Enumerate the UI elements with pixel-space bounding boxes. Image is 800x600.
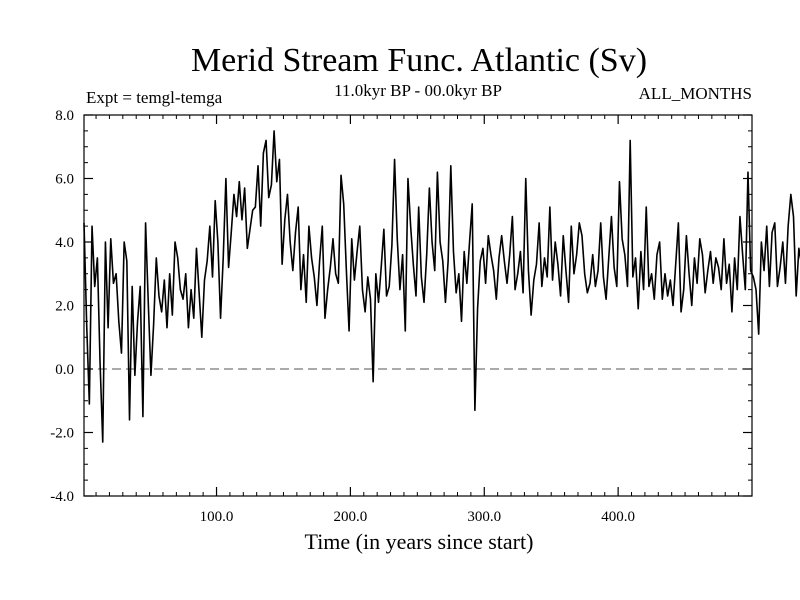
x-tick-label: 100.0: [200, 509, 234, 525]
chart-subtitle-left: Expt = temgl-temga: [86, 88, 223, 107]
series-line-0: [83, 130, 800, 443]
chart-title: Merid Stream Func. Atlantic (Sv): [191, 42, 647, 79]
chart-subtitle-center: 11.0kyr BP - 00.0kyr BP: [334, 81, 502, 100]
chart-subtitle-right: ALL_MONTHS: [639, 84, 752, 103]
plot-frame: [83, 114, 753, 497]
x-tick-label: 300.0: [467, 509, 501, 525]
y-tick-label: 6.0: [55, 172, 74, 188]
x-axis-label: Time (in years since start): [305, 529, 534, 554]
y-tick-label: -4.0: [50, 489, 74, 505]
y-tick-label: 2.0: [55, 299, 74, 315]
y-tick-label: -2.0: [50, 426, 74, 442]
y-tick-label: 0.0: [55, 362, 74, 378]
y-tick-label: 8.0: [55, 108, 74, 124]
x-tick-label: 200.0: [334, 509, 368, 525]
plot-area: 100.0 200.0 300.0 400.0 -4.0 -2.0 0.0 2.0 4.0 6.0…: [50, 108, 800, 525]
x-tick-label: 400.0: [601, 509, 635, 525]
y-tick-label: 4.0: [55, 235, 74, 251]
